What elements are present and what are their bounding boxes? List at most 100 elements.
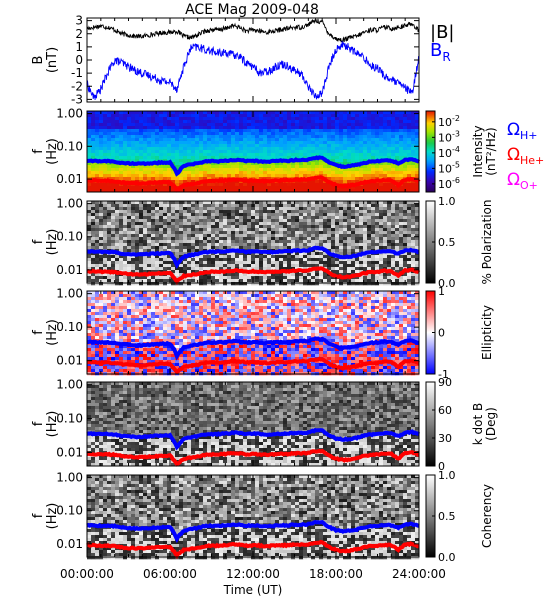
overlay-omega-hplus (86, 245, 420, 270)
series-line-b-r (86, 41, 420, 100)
y-tick-label: 1.00 (56, 287, 83, 301)
colorbar-title: Ellipticity (480, 305, 494, 360)
y-tick-label: 0.01 (56, 537, 83, 551)
y-axis-unit: (Hz) (45, 503, 60, 530)
colorbar-title: k dot B (471, 403, 485, 445)
series-line-b-magnitude (86, 17, 420, 43)
panel-k-dot-b: 1.00 0.10 0.01 f (Hz) 90 60 30 0 k dot B (Deg) (31, 376, 498, 473)
colorbar-tick-label: -1 (438, 368, 449, 381)
overlay-omega-hplus (86, 519, 420, 544)
colorbar: 1.0 0.5 0.0 % Polarization (425, 195, 494, 290)
panel-coherency: 1.00 0.10 0.01 f (Hz) 1.0 0.5 0.0 Coherency (31, 469, 494, 564)
legend-b-magnitude: |B| (430, 22, 454, 43)
y-axis-unit: (nT) (45, 47, 60, 73)
colorbar-scale (425, 110, 436, 193)
panel-polarization: 1.00 0.10 0.01 f (Hz) 1.0 0.5 0.0 % Polarization (31, 195, 494, 290)
legend-omega-hplus: ΩH+ (507, 120, 538, 142)
y-tick-label: 1.00 (56, 378, 83, 392)
panel-ellipticity: 1.00 0.10 0.01 f (Hz) 1 0 -1 Ellipticity (31, 285, 494, 381)
y-tick-label: 1 (75, 40, 83, 54)
x-axis-label: Time (UT) (223, 583, 283, 597)
y-tick-label: 0.01 (56, 263, 83, 277)
colorbar: 1.0 0.5 0.0 Coherency (425, 469, 494, 564)
y-tick-label: 0.10 (56, 412, 83, 426)
overlay-omega-heplus (86, 448, 420, 467)
spectrogram-image (87, 111, 420, 193)
y-axis-label: f (31, 421, 46, 426)
colorbar-scale (425, 381, 436, 467)
x-tick-label: 24:00:00 (392, 567, 446, 581)
colorbar-tick-label: 30 (438, 432, 452, 445)
colorbar-tick-label: 0.5 (438, 510, 456, 523)
colorbar-tick-label: 10-2 (438, 114, 460, 129)
y-axis-label: f (31, 239, 46, 244)
figure-title: ACE Mag 2009-048 (185, 2, 319, 18)
colorbar-tick-label: 1 (438, 285, 445, 298)
y-axis-unit: (Hz) (45, 229, 60, 256)
colorbar-title: Coherency (480, 484, 494, 548)
legend-b-r: BR (430, 40, 451, 64)
x-tick-label: 00:00:00 (60, 567, 114, 581)
x-tick-label: 18:00:00 (309, 567, 363, 581)
colorbar: 1 0 -1 Ellipticity (425, 285, 494, 381)
y-tick-label: 3 (75, 14, 83, 28)
y-axis-label: B (31, 56, 46, 65)
overlay-omega-heplus (86, 266, 421, 285)
y-axis-unit: (Hz) (45, 319, 60, 346)
overlay-omega-hplus (86, 155, 420, 177)
y-tick-label: 2 (75, 27, 83, 41)
colorbar-tick-label: 60 (438, 404, 452, 417)
time-axis: 00:00:00 06:00:00 12:00:00 18:00:00 24:00:00… (60, 567, 446, 597)
colorbar-tick-label: 10-3 (438, 129, 460, 144)
y-tick-label: -1 (71, 66, 83, 80)
y-tick-label: 0.10 (56, 504, 83, 518)
y-tick-label: 0.10 (56, 230, 83, 244)
y-axis-label: f (31, 330, 46, 335)
legend-omega-oplus: ΩO+ (507, 170, 538, 192)
colorbar-tick-label: 0.0 (438, 277, 456, 290)
y-tick-label: 1.00 (56, 107, 83, 121)
colorbar: 90 60 30 0 k dot B (Deg) (425, 376, 498, 473)
y-tick-label: -3 (71, 92, 83, 106)
overlay-legend: ΩH+ ΩHe+ ΩO+ (507, 120, 544, 192)
colorbar-tick-label: 10-5 (438, 160, 460, 175)
colorbar-tick-label: 10-4 (438, 145, 460, 160)
overlay-omega-heplus (86, 175, 421, 193)
y-tick-label: 0.01 (56, 446, 83, 460)
colorbar-tick-label: 10-6 (438, 176, 460, 191)
overlay-omega-heplus (86, 539, 419, 559)
y-tick-label: 1.00 (56, 197, 83, 211)
y-axis-unit: (Hz) (45, 138, 60, 165)
y-axis-unit: (Hz) (45, 411, 60, 438)
y-tick-label: 0.01 (56, 172, 83, 186)
legend-omega-heplus: ΩHe+ (507, 145, 544, 167)
overlay-omega-hplus (86, 336, 420, 361)
colorbar-tick-label: 1.0 (438, 469, 456, 482)
colorbar-tick-label: 90 (438, 376, 452, 389)
panel-power-spectrum: 1.00 0.10 0.01 f (Hz) 10-210-310-410-510-6 Int… (31, 107, 544, 193)
colorbar-tick-label: 0.5 (438, 236, 456, 249)
colorbar-unit: (Deg) (484, 407, 498, 441)
y-tick-label: 0.01 (56, 354, 83, 368)
y-tick-label: 0 (75, 53, 83, 67)
overlay-omega-heplus (86, 356, 420, 375)
y-axis-label: f (31, 513, 46, 518)
colorbar-tick-label: 0 (438, 460, 445, 473)
colorbar-unit: (nT²/Hz) (484, 127, 498, 175)
colorbar-title: % Polarization (480, 200, 494, 285)
y-tick-label: 0.10 (56, 320, 83, 334)
colorbar-title: Intensity (471, 125, 485, 177)
y-tick-label: -2 (71, 79, 83, 93)
colorbar-tick-label: 1.0 (438, 195, 456, 208)
colorbar: 10-210-310-410-510-6 Intensity (nT²/Hz) (425, 110, 498, 193)
x-tick-label: 06:00:00 (143, 567, 197, 581)
x-tick-label: 12:00:00 (226, 567, 280, 581)
y-tick-label: 0.10 (56, 139, 83, 153)
y-axis-label: f (31, 149, 46, 154)
colorbar-tick-label: 0.0 (438, 551, 456, 564)
overlay-omega-hplus (86, 427, 421, 451)
y-tick-label: 1.00 (56, 471, 83, 485)
colorbar-tick-label: 0 (438, 327, 445, 340)
